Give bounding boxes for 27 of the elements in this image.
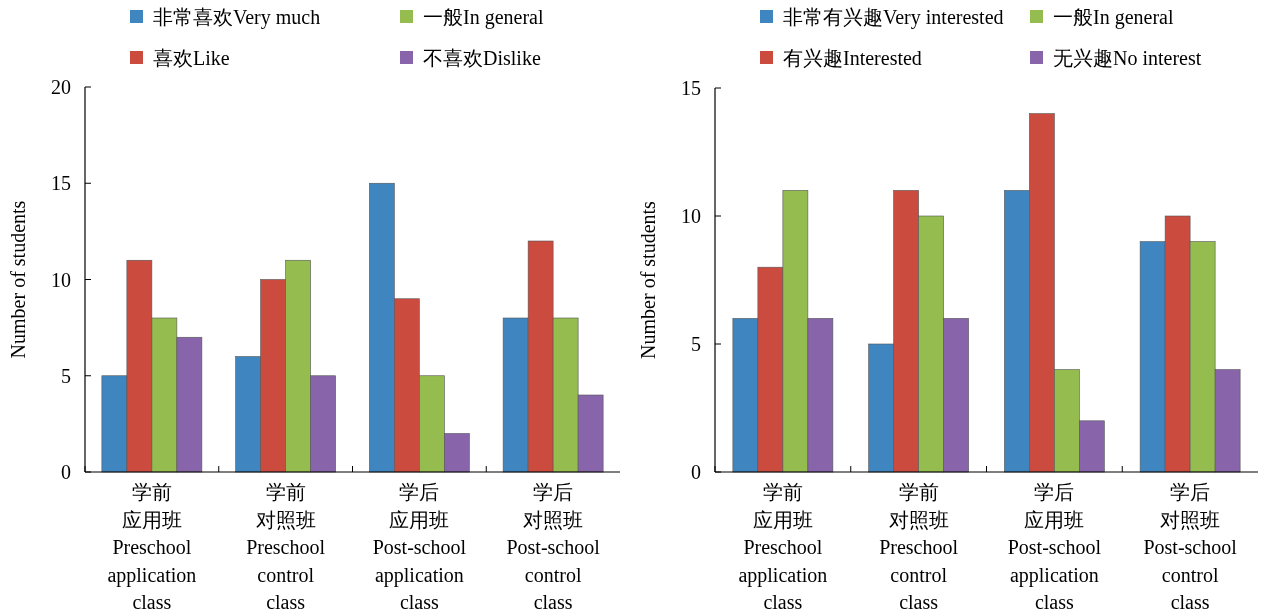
legend-label: 非常喜欢Very much bbox=[153, 6, 321, 29]
x-tick-label: 学后对照班 Post-school control class bbox=[1143, 481, 1238, 613]
x-tick-label: 学前对照班 Preschool control class bbox=[246, 481, 326, 613]
legend-label: 非常有兴趣Very interested bbox=[783, 6, 1004, 29]
legend-label: 一般In general bbox=[423, 6, 544, 29]
x-tick-label: 学前应用班 Preschool application class bbox=[738, 481, 828, 613]
x-tick-label: 学前应用班 Preschool application class bbox=[107, 481, 197, 613]
y-tick-label: 0 bbox=[691, 461, 701, 483]
y-tick-label: 10 bbox=[51, 268, 71, 291]
x-tick-label: 学后应用班 Post-school application class bbox=[1007, 481, 1102, 613]
legend-label: 喜欢Like bbox=[153, 47, 230, 69]
y-axis-title: Number of students bbox=[7, 200, 29, 359]
y-tick-label: 20 bbox=[51, 76, 71, 98]
legend-label: 有兴趣Interested bbox=[783, 47, 922, 69]
legend-label: 不喜欢Dislike bbox=[423, 47, 541, 69]
x-tick-label: 学后应用班 Post-school application class bbox=[372, 481, 467, 613]
legend-label: 一般In general bbox=[1053, 6, 1174, 29]
y-tick-label: 5 bbox=[691, 333, 701, 355]
y-tick-label: 0 bbox=[61, 461, 71, 483]
y-tick-label: 10 bbox=[681, 205, 701, 227]
y-tick-label: 5 bbox=[61, 364, 71, 387]
x-tick-label: 学后对照班 Post-school control class bbox=[506, 481, 601, 613]
y-axis-title: Number of students bbox=[637, 200, 659, 359]
y-tick-label: 15 bbox=[681, 77, 701, 99]
legend-label: 无兴趣No interest bbox=[1053, 47, 1202, 69]
y-tick-label: 15 bbox=[51, 172, 71, 195]
x-tick-label: 学前对照班 Preschool control class bbox=[879, 481, 959, 613]
